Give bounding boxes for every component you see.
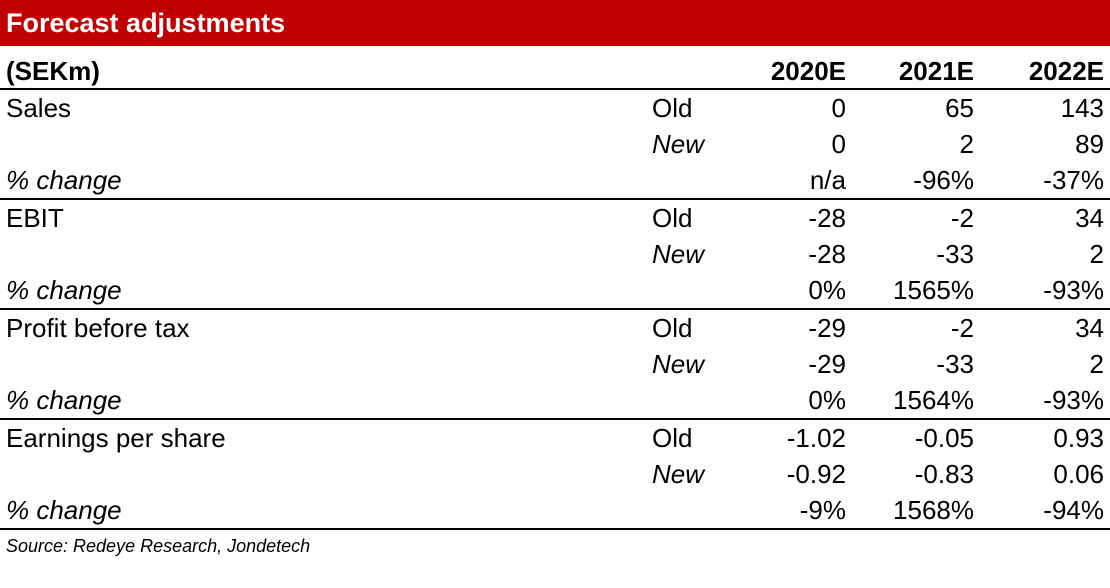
value-cell: -28 [808,202,846,233]
value-cell: -0.92 [786,458,846,489]
table-row: Earnings per share Old -1.02 -0.05 0.93 [0,419,1110,456]
value-cell: -0.05 [914,422,974,453]
value-cell: n/a [809,164,846,195]
table-row: % change n/a -96% -37% [0,162,1110,199]
source-note: Source: Redeye Research, Jondetech [6,536,311,556]
value-cell: 0% [808,384,846,415]
change-label: % change [6,494,122,525]
empty-cell [0,236,652,272]
value-cell: -1.02 [786,422,846,453]
metric-label: EBIT [6,202,64,233]
value-cell: -93% [1043,274,1104,305]
value-cell: 34 [1075,202,1104,233]
new-label: New [652,458,705,489]
table-row: Sales Old 0 65 143 [0,89,1110,126]
column-header-2020E: 2020E [770,55,846,86]
table-row: % change -9% 1568% -94% [0,492,1110,529]
old-label: Old [652,202,693,233]
value-cell: 1564% [893,384,974,415]
value-cell: -0.83 [914,458,974,489]
value-cell: -33 [936,348,974,379]
change-label: % change [6,384,122,415]
value-cell: -37% [1043,164,1104,195]
value-cell: 0% [808,274,846,305]
empty-cell [652,382,740,419]
value-cell: -2 [950,312,974,343]
value-cell: -29 [808,312,846,343]
table-row: New -29 -33 2 [0,346,1110,382]
value-cell: -94% [1043,494,1104,525]
new-label: New [652,238,705,269]
value-cell: -93% [1043,384,1104,415]
new-label: New [652,128,705,159]
metric-label: Earnings per share [6,422,226,453]
table-row: New -0.92 -0.83 0.06 [0,456,1110,492]
value-cell: 89 [1075,128,1104,159]
old-label: Old [652,312,693,343]
value-cell: 0 [831,128,846,159]
value-cell: 2 [1089,348,1104,379]
header-row: (SEKm) 2020E 2021E 2022E [0,54,1110,89]
value-cell: 1565% [893,274,974,305]
value-cell: -33 [936,238,974,269]
value-cell: 2 [1089,238,1104,269]
value-cell: 2 [959,128,974,159]
empty-cell [652,492,740,529]
header-type-spacer [652,54,740,89]
change-label: % change [6,164,122,195]
metric-label: Sales [6,92,72,123]
column-header-2022E: 2022E [1028,55,1104,86]
new-label: New [652,348,705,379]
value-cell: 1568% [893,494,974,525]
table-row: New -28 -33 2 [0,236,1110,272]
value-cell: -2 [950,202,974,233]
empty-cell [0,456,652,492]
table-row: % change 0% 1565% -93% [0,272,1110,309]
value-cell: 0.93 [1053,422,1104,453]
value-cell: 0 [831,92,846,123]
value-cell: 34 [1075,312,1104,343]
forecast-adjustments-table: (SEKm) 2020E 2021E 2022E Sales Old 0 65 … [0,54,1110,530]
empty-cell [0,346,652,382]
old-label: Old [652,422,693,453]
table-row: Profit before tax Old -29 -2 34 [0,309,1110,346]
value-cell: 143 [1060,92,1104,123]
change-label: % change [6,274,122,305]
empty-cell [652,272,740,309]
table-row: % change 0% 1564% -93% [0,382,1110,419]
value-cell: -9% [799,494,846,525]
value-cell: -29 [808,348,846,379]
table-row: New 0 2 89 [0,126,1110,162]
value-cell: -96% [913,164,974,195]
old-label: Old [652,92,693,123]
table-row: EBIT Old -28 -2 34 [0,199,1110,236]
value-cell: -28 [808,238,846,269]
value-cell: 65 [945,92,974,123]
table-title: Forecast adjustments [0,0,1110,46]
empty-cell [652,162,740,199]
unit-label: (SEKm) [6,55,100,86]
value-cell: 0.06 [1053,458,1104,489]
empty-cell [0,126,652,162]
metric-label: Profit before tax [6,312,190,343]
column-header-2021E: 2021E [898,55,974,86]
